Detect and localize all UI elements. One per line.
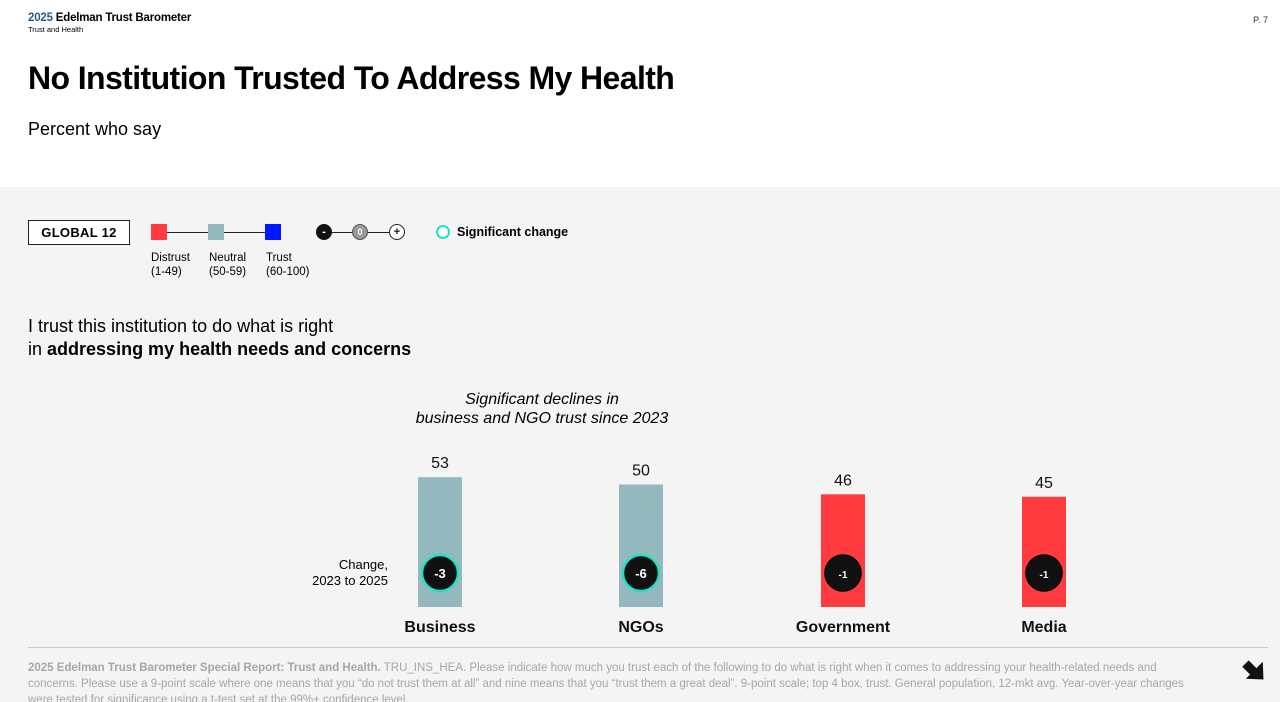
change-label-ngos: -6 bbox=[635, 566, 647, 581]
minus-icon: - bbox=[316, 224, 332, 240]
page-subtitle: Percent who say bbox=[28, 119, 162, 139]
brand-subtitle: Trust and Health bbox=[28, 25, 84, 34]
question-text: I trust this institution to do what is r… bbox=[28, 316, 412, 359]
category-label-business: Business bbox=[404, 619, 475, 636]
legend-neutral-label: Neutral (50-59) bbox=[209, 252, 247, 278]
change-label-government: -1 bbox=[839, 570, 848, 581]
legend-trust-swatch bbox=[265, 224, 281, 240]
category-label-media: Media bbox=[1021, 619, 1066, 636]
global-12-badge: GLOBAL 12 bbox=[28, 220, 130, 245]
page-number: P. 7 bbox=[1253, 15, 1268, 25]
category-label-ngos: NGOs bbox=[618, 619, 663, 636]
value-label-government: 46 bbox=[834, 472, 852, 489]
change-label-business: -3 bbox=[434, 566, 446, 581]
footnote: 2025 Edelman Trust Barometer Special Rep… bbox=[28, 662, 1184, 702]
zero-icon: 0 bbox=[352, 224, 368, 240]
chart-panel bbox=[0, 187, 1280, 702]
value-label-media: 45 bbox=[1035, 475, 1053, 492]
value-label-ngos: 50 bbox=[632, 463, 650, 480]
significant-change-icon bbox=[436, 225, 450, 239]
change-row-label: Change, 2023 to 2025 bbox=[312, 557, 388, 588]
legend-neutral-swatch bbox=[208, 224, 224, 240]
change-marker-media bbox=[1025, 554, 1063, 592]
change-marker-business bbox=[420, 553, 460, 593]
value-label-business: 53 bbox=[431, 455, 449, 472]
page-title: No Institution Trusted To Address My Hea… bbox=[28, 60, 675, 96]
brand: 2025 Edelman Trust Barometer Trust and H… bbox=[28, 12, 191, 34]
footer-divider bbox=[28, 647, 1268, 648]
plus-icon: + bbox=[389, 224, 405, 240]
significant-change-label: Significant change bbox=[457, 225, 569, 239]
category-label-government: Government bbox=[796, 619, 891, 636]
legend-distrust-label: Distrust (1-49) bbox=[151, 252, 190, 278]
change-marker-government bbox=[824, 554, 862, 592]
change-marker-ngos bbox=[621, 553, 661, 593]
next-page-arrow-icon[interactable] bbox=[1240, 656, 1270, 686]
legend-trust-label: Trust (60-100) bbox=[266, 252, 310, 278]
brand-title: 2025 Edelman Trust Barometer bbox=[28, 12, 192, 24]
legend-distrust-swatch bbox=[151, 224, 167, 240]
change-label-media: -1 bbox=[1040, 570, 1049, 581]
chart-annotation: Significant declines in business and NGO… bbox=[415, 391, 669, 427]
